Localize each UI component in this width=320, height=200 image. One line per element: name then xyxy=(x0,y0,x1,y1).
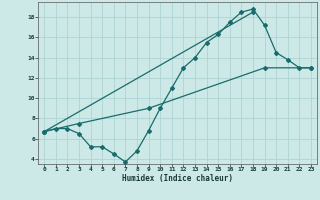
X-axis label: Humidex (Indice chaleur): Humidex (Indice chaleur) xyxy=(122,174,233,183)
